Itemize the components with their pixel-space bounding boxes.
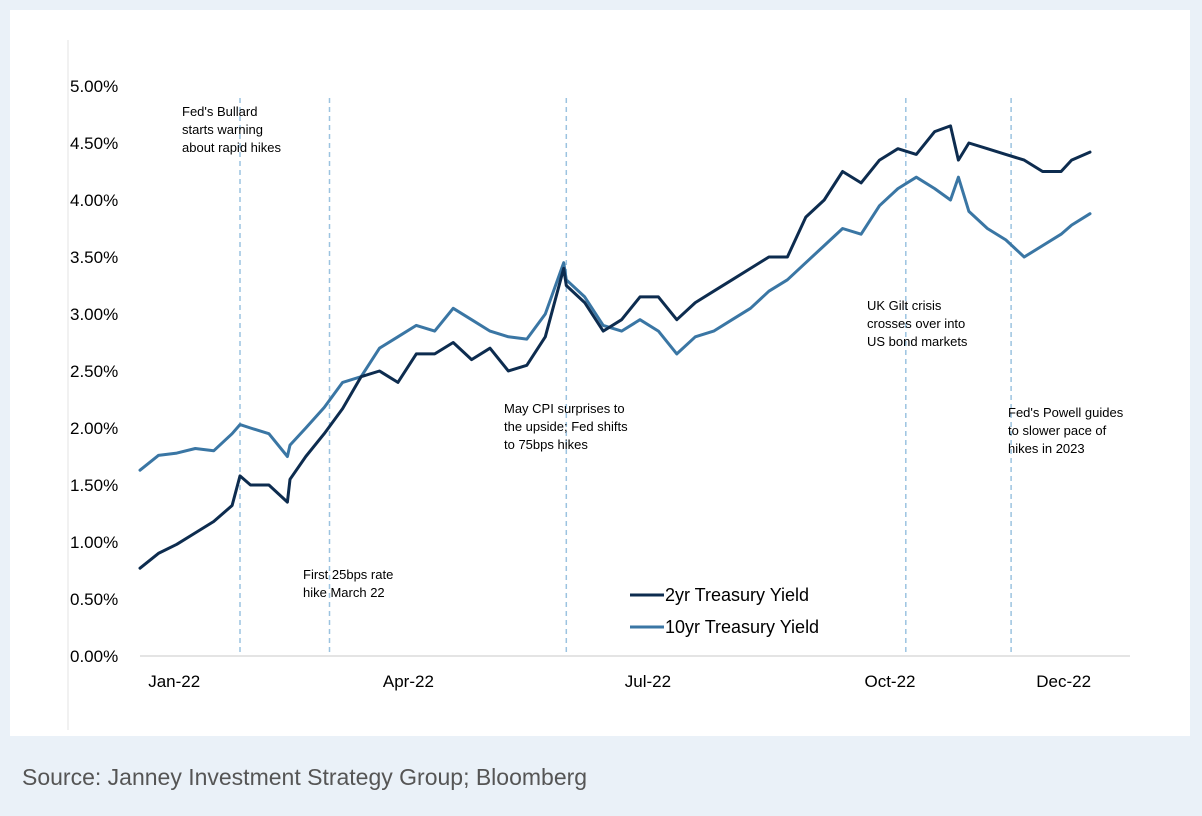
annotation-line: UK Gilt crisis — [867, 298, 942, 313]
y-tick-label: 2.50% — [70, 362, 118, 381]
annotation-line: to 75bps hikes — [504, 437, 588, 452]
series-layer — [138, 124, 1092, 570]
y-tick-label: 5.00% — [70, 77, 118, 96]
annotation-line: about rapid hikes — [182, 140, 282, 155]
annotation-line: US bond markets — [867, 334, 968, 349]
annotation-0: Fed's Bullard starts warning about rapid h… — [182, 104, 282, 155]
y-tick-label: 4.50% — [70, 134, 118, 153]
y-axis-ticks: 0.00% 0.50% 1.00% 1.50% 2.00% 2.50% 3.00% 3.50%… — [70, 77, 118, 666]
annotation-line: hikes in 2023 — [1008, 441, 1085, 456]
x-tick-label: Dec-22 — [1036, 672, 1091, 691]
yield-chart: 0.00% 0.50% 1.00% 1.50% 2.00% 2.50% 3.00% 3.50%… — [67, 40, 1130, 730]
y-tick-label: 3.50% — [70, 248, 118, 267]
annotation-line: hike March 22 — [303, 585, 385, 600]
annotations: Fed's Bullard starts warning about rapid h… — [182, 104, 1124, 600]
annotation-line: Fed's Powell guides — [1008, 405, 1124, 420]
legend: 2yr Treasury Yield 10yr Treasury Yield — [630, 585, 819, 637]
annotation-line: First 25bps rate — [303, 567, 393, 582]
annotation-line: Fed's Bullard — [182, 104, 257, 119]
x-tick-label: Jan-22 — [148, 672, 200, 691]
legend-label-10yr: 10yr Treasury Yield — [665, 617, 819, 637]
annotation-line: the upside; Fed shifts — [504, 419, 628, 434]
annotation-line: to slower pace of — [1008, 423, 1107, 438]
y-tick-label: 3.00% — [70, 305, 118, 324]
annotation-2: May CPI surprises to the upside; Fed shif… — [504, 401, 628, 452]
annotation-line: May CPI surprises to — [504, 401, 625, 416]
x-tick-label: Oct-22 — [864, 672, 915, 691]
y-tick-label: 1.00% — [70, 533, 118, 552]
event-lines — [239, 98, 1012, 656]
annotation-3: UK Gilt crisis crosses over into US bond m… — [867, 298, 968, 349]
y-tick-label: 1.50% — [70, 476, 118, 495]
x-tick-label: Jul-22 — [625, 672, 671, 691]
source-note: Source: Janney Investment Strategy Group… — [22, 764, 588, 790]
x-axis-ticks: Jan-22 Apr-22 Jul-22 Oct-22 Dec-22 — [148, 672, 1091, 691]
annotation-1: First 25bps rate hike March 22 — [303, 567, 393, 600]
y-tick-label: 0.50% — [70, 590, 118, 609]
y-tick-label: 4.00% — [70, 191, 118, 210]
annotation-line: crosses over into — [867, 316, 965, 331]
x-tick-label: Apr-22 — [383, 672, 434, 691]
annotation-4: Fed's Powell guides to slower pace of hike… — [1008, 405, 1124, 456]
series-line-10yr — [138, 175, 1092, 472]
y-tick-label: 0.00% — [70, 647, 118, 666]
annotation-line: starts warning — [182, 122, 263, 137]
series-line-2yr — [138, 124, 1092, 570]
legend-label-2yr: 2yr Treasury Yield — [665, 585, 809, 605]
chart-card: 0.00% 0.50% 1.00% 1.50% 2.00% 2.50% 3.00% 3.50%… — [10, 10, 1190, 736]
y-tick-label: 2.00% — [70, 419, 118, 438]
